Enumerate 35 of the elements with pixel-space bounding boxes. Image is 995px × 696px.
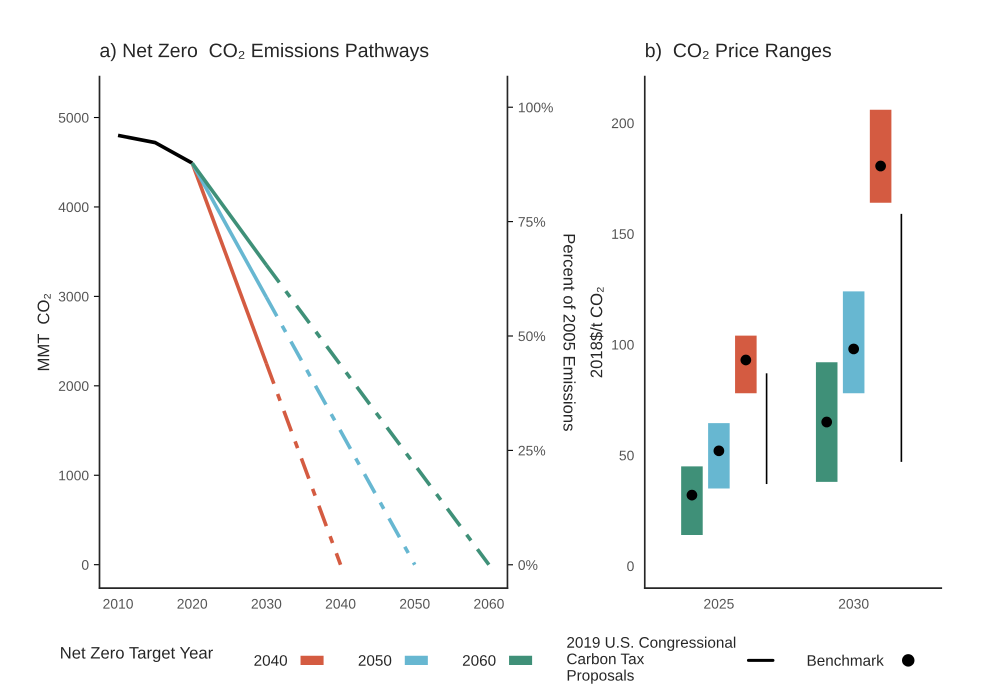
legend-label: 2019 U.S. Congressional Carbon Tax Proposals	[567, 636, 736, 684]
y-tick-label: 5000	[58, 112, 89, 123]
y2-tick-label: 50%	[518, 331, 546, 342]
legend-label: 2040	[254, 655, 288, 666]
x-tick-label: 2040	[326, 598, 356, 609]
legend-label: 2050	[358, 655, 392, 666]
y-tick-label: 3000	[58, 292, 89, 302]
y-tick-label: 200	[612, 118, 634, 128]
y-axis-title: MMT CO₂	[38, 294, 51, 370]
y-tick-label: 0	[82, 560, 89, 570]
x-tick-label: 2020	[177, 598, 208, 609]
chart-title: b) CO₂ Price Ranges	[646, 43, 831, 62]
y-tick-label: 1000	[59, 470, 89, 480]
chart-title: a) Net Zero CO₂ Emissions Pathways	[100, 43, 428, 62]
y2-tick-label: 25%	[518, 446, 546, 456]
y-axis-title: 2018$/t CO₂	[590, 287, 604, 378]
x-tick-label: 2030	[252, 598, 282, 609]
y-tick-label: 4000	[58, 202, 89, 212]
y-tick-label: 2000	[58, 381, 89, 391]
x-tick-label: 2030	[838, 598, 869, 609]
y-tick-label: 0	[627, 561, 634, 572]
x-tick-label: 2050	[400, 598, 430, 609]
legend-title: Net Zero Target Year	[61, 647, 213, 662]
legend-label: 2060	[462, 655, 496, 666]
x-tick-label: 2060	[474, 598, 504, 609]
y2-tick-label: 75%	[518, 217, 546, 227]
x-tick-label: 2025	[704, 598, 734, 609]
y-tick-label: 100	[612, 340, 634, 350]
legend-label: Benchmark	[808, 654, 884, 666]
y-tick-label: 50	[619, 450, 634, 460]
y2-axis-title: Percent of 2005 Emissions	[563, 234, 576, 431]
y-tick-label: 150	[612, 229, 634, 239]
y2-tick-label: 0%	[518, 560, 538, 570]
y2-tick-label: 100%	[518, 102, 553, 112]
x-tick-label: 2010	[103, 598, 133, 609]
